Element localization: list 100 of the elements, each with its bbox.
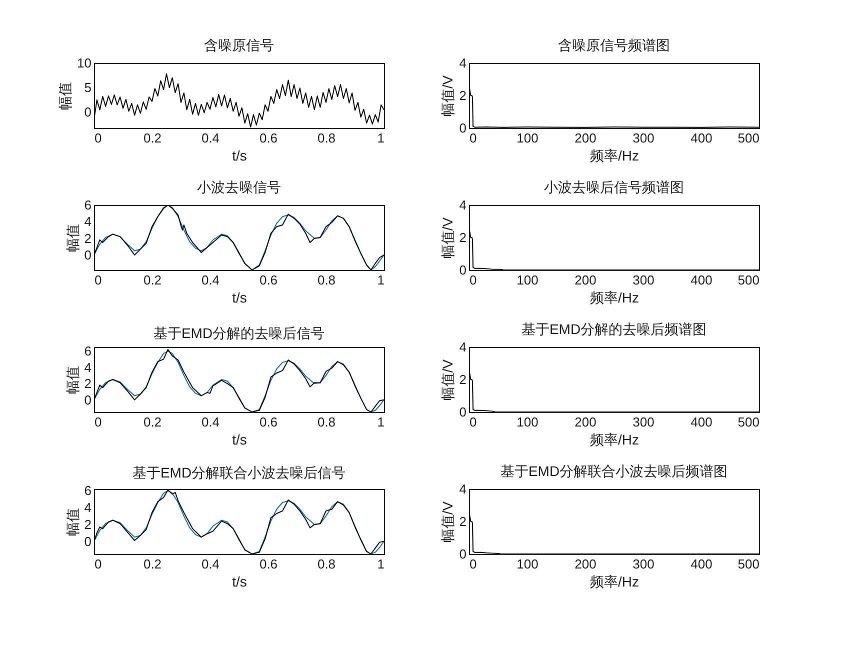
x-tick-label: 100 <box>516 556 538 572</box>
x-tick-label: 0.8 <box>317 272 336 288</box>
line-series <box>469 85 759 128</box>
y-tick-label: 0 <box>84 248 92 262</box>
x-tick-label: 0.2 <box>143 130 162 146</box>
x-tick-label: 100 <box>516 414 538 430</box>
x-axis-title: 频率/Hz <box>590 574 639 590</box>
x-axis-title: 频率/Hz <box>590 148 639 164</box>
x-tick-label: 0 <box>470 414 477 430</box>
x-tick-label: 1 <box>377 556 384 572</box>
x-tick-label: 500 <box>738 130 760 146</box>
x-tick-label: 1 <box>377 414 384 430</box>
y-tick-label: 4 <box>84 500 92 516</box>
y-tick-label: 0 <box>84 392 92 408</box>
y-axis-title: 幅值 <box>57 82 74 110</box>
x-tick-label: 0.6 <box>259 130 278 146</box>
x-axis-title: t/s <box>232 290 247 306</box>
y-tick-label: 2 <box>459 230 466 245</box>
line-series <box>469 227 759 270</box>
x-axis-title: t/s <box>232 574 247 590</box>
y-tick-label: 0 <box>459 546 466 562</box>
x-tick-label: 100 <box>516 272 538 288</box>
x-tick-label: 1 <box>377 272 384 288</box>
line-series <box>94 73 384 128</box>
chart-title: 基于EMD分解的去噪后频谱图 <box>521 321 707 337</box>
x-tick-label: 0.2 <box>143 556 162 572</box>
x-tick-label: 0.4 <box>201 556 220 572</box>
x-tick-label: 0.8 <box>317 130 336 146</box>
x-tick-label: 500 <box>738 556 760 572</box>
x-tick-label: 100 <box>516 130 538 146</box>
y-tick-label: 2 <box>84 516 92 532</box>
x-tick-label: 0 <box>94 130 102 146</box>
y-tick-label: 0 <box>84 104 92 120</box>
y-tick-label: 5 <box>84 80 92 96</box>
y-tick-label: 4 <box>84 360 92 375</box>
x-tick-label: 0.2 <box>143 272 162 288</box>
y-tick-label: 4 <box>459 482 466 496</box>
x-tick-label: 1 <box>377 130 384 146</box>
x-tick-label: 0 <box>94 556 102 572</box>
y-tick-label: 0 <box>459 404 466 420</box>
x-tick-label: 300 <box>632 556 654 572</box>
x-tick-label: 400 <box>690 414 712 430</box>
x-tick-label: 0.6 <box>259 414 278 430</box>
chart-title: 小波去噪信号 <box>197 179 281 195</box>
y-tick-label: 2 <box>459 514 466 529</box>
x-tick-label: 0.2 <box>143 414 162 430</box>
x-tick-label: 0 <box>470 272 477 288</box>
x-tick-label: 0.4 <box>201 130 220 146</box>
x-tick-label: 500 <box>738 414 760 430</box>
y-tick-label: 6 <box>84 198 92 212</box>
y-tick-label: 2 <box>84 230 92 246</box>
x-tick-label: 300 <box>632 414 654 430</box>
x-tick-label: 0.6 <box>259 556 278 572</box>
chart-title: 基于EMD分解联合小波去噪后信号 <box>132 464 346 481</box>
y-tick-label: 0 <box>459 262 466 278</box>
y-tick-label: 2 <box>459 88 466 103</box>
y-axis-title: 幅值 <box>64 508 80 536</box>
x-tick-label: 0 <box>470 556 477 572</box>
y-tick-label: 10 <box>77 56 92 70</box>
chart-title: 小波去噪后信号频谱图 <box>544 179 684 195</box>
x-tick-label: 0.6 <box>259 272 278 288</box>
x-tick-label: 0.4 <box>201 272 220 288</box>
x-tick-label: 200 <box>574 272 596 288</box>
x-axis-title: t/s <box>232 148 247 164</box>
x-tick-label: 0 <box>94 272 102 288</box>
chart-title: 含噪原信号频谱图 <box>558 37 670 53</box>
x-tick-label: 300 <box>632 272 654 288</box>
x-tick-label: 200 <box>574 556 596 572</box>
x-tick-label: 400 <box>690 130 712 146</box>
y-axis-title: 幅值/V <box>439 358 456 401</box>
chart-title: 基于EMD分解的去噪后信号 <box>153 325 325 342</box>
x-tick-label: 200 <box>574 414 596 430</box>
chart-title: 含噪原信号 <box>204 37 274 53</box>
y-tick-label: 4 <box>459 198 466 212</box>
x-tick-label: 0 <box>470 130 477 146</box>
x-tick-label: 0.8 <box>317 556 336 572</box>
y-tick-label: 6 <box>84 483 92 498</box>
x-tick-label: 500 <box>738 272 760 288</box>
y-tick-label: 2 <box>459 372 466 387</box>
x-tick-label: 400 <box>690 556 712 572</box>
y-axis-title: 幅值 <box>64 224 80 252</box>
y-tick-label: 4 <box>459 340 466 354</box>
y-tick-label: 4 <box>84 214 92 230</box>
chart-title: 基于EMD分解联合小波去噪后频谱图 <box>500 463 728 479</box>
line-series <box>469 369 759 412</box>
y-axis-title: 幅值/V <box>439 216 456 259</box>
x-tick-label: 0.8 <box>317 414 336 430</box>
x-tick-label: 0.4 <box>201 414 220 430</box>
y-axis-title: 幅值/V <box>439 74 456 117</box>
y-tick-label: 6 <box>84 344 92 359</box>
y-tick-label: 4 <box>459 56 466 70</box>
x-tick-label: 400 <box>690 272 712 288</box>
y-tick-label: 2 <box>84 376 92 392</box>
x-axis-title: 频率/Hz <box>590 290 639 306</box>
y-axis-title: 幅值/V <box>439 500 456 543</box>
y-tick-label: 0 <box>84 534 92 549</box>
x-axis-title: t/s <box>232 432 247 448</box>
x-tick-label: 200 <box>574 130 596 146</box>
y-axis-title: 幅值 <box>64 366 80 394</box>
line-series <box>469 511 759 554</box>
